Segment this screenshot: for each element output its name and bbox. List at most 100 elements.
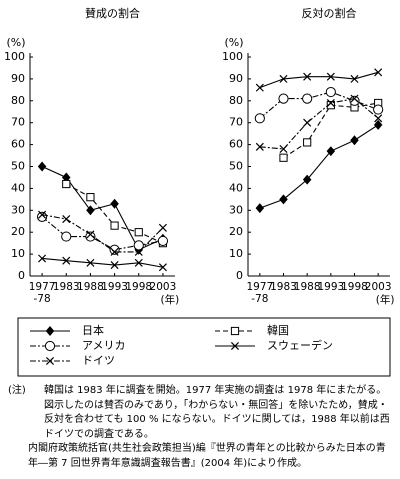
data-point — [62, 215, 71, 224]
data-point — [134, 247, 143, 256]
data-point — [38, 254, 47, 263]
y-tick-label: 70 — [229, 116, 243, 129]
y-axis-label: (%) — [6, 36, 25, 49]
data-point — [326, 146, 336, 157]
data-point — [134, 258, 143, 267]
data-point — [86, 205, 95, 216]
x-tick-label: 2003 — [364, 281, 392, 293]
y-tick-label: 50 — [11, 160, 25, 173]
data-point — [373, 119, 383, 130]
data-point — [350, 135, 359, 146]
data-point — [133, 240, 144, 251]
series-line — [42, 257, 164, 268]
data-point — [326, 72, 335, 81]
x-tick-label: 1993 — [101, 281, 128, 293]
y-tick-label: 30 — [11, 203, 25, 216]
data-point — [85, 231, 96, 242]
data-point — [374, 68, 383, 77]
note-line: 図示したのは賛否のみであり，「わからない・無回答」を除いたため，賛成・反対を合わ… — [44, 399, 390, 440]
data-point — [374, 114, 383, 123]
x-tick-label: 1988 — [293, 281, 321, 293]
data-point — [279, 144, 288, 154]
x-tick-label: 1977 -78 — [246, 281, 274, 305]
y-tick-label: 70 — [11, 116, 25, 129]
series-line — [259, 124, 379, 209]
y-tick-label: 20 — [229, 225, 243, 238]
legend-label: 韓国 — [267, 324, 289, 337]
data-point — [325, 86, 336, 98]
x-tick-label: 2003 — [149, 281, 177, 293]
legend-marker — [45, 356, 55, 366]
series-line — [65, 183, 164, 244]
y-tick-label: 40 — [11, 181, 25, 194]
data-point — [36, 211, 48, 222]
data-point — [303, 72, 312, 81]
series-line — [259, 98, 379, 150]
y-tick-label: 90 — [229, 72, 243, 85]
x-axis-unit: (年) — [160, 294, 180, 306]
data-point — [86, 258, 95, 267]
legend-label: アメリカ — [82, 339, 125, 352]
data-point — [302, 174, 312, 185]
x-tick-label: 1988 — [77, 281, 104, 293]
legend-marker — [230, 341, 240, 351]
series-line — [41, 216, 164, 251]
data-point — [158, 263, 167, 272]
data-point — [279, 194, 288, 205]
data-point — [110, 261, 119, 270]
y-tick-label: 60 — [229, 138, 243, 151]
x-tick-label: 1983 — [270, 281, 297, 293]
x-tick-label: 1977 -78 — [28, 281, 56, 305]
y-tick-label: 40 — [229, 181, 243, 194]
data-point — [62, 256, 71, 265]
series-line — [41, 165, 164, 251]
y-tick-label: 0 — [18, 269, 25, 282]
data-point — [255, 142, 264, 151]
y-tick-label: 10 — [11, 247, 25, 260]
x-tick-label: 1993 — [317, 281, 345, 293]
x-tick-label: 1983 — [52, 281, 80, 293]
y-tick-label: 10 — [229, 247, 243, 260]
legend-marker — [44, 340, 56, 352]
legend-label: ドイツ — [82, 354, 115, 367]
data-point — [157, 235, 169, 247]
data-point — [86, 193, 95, 202]
chart-title: 反対の割合 — [302, 6, 357, 20]
data-point — [61, 231, 72, 242]
y-tick-label: 100 — [4, 50, 25, 63]
legend-label: 日本 — [82, 323, 104, 337]
legend-box — [17, 317, 391, 377]
notes-label: (注) — [8, 385, 26, 396]
y-tick-label: 0 — [236, 269, 243, 282]
data-point — [326, 98, 335, 108]
data-point — [278, 93, 289, 104]
x-tick-label: 1998 — [125, 281, 153, 293]
data-point — [279, 74, 288, 83]
data-point — [303, 138, 312, 147]
data-point — [373, 104, 384, 115]
y-tick-label: 30 — [229, 203, 243, 216]
data-point — [86, 230, 95, 239]
x-tick-label: 1998 — [341, 281, 368, 293]
data-point — [109, 244, 120, 255]
legend-marker — [45, 326, 55, 336]
data-point — [62, 179, 71, 189]
data-point — [110, 198, 119, 209]
y-tick-label: 20 — [11, 225, 25, 238]
series-line — [259, 91, 379, 119]
data-point — [254, 113, 265, 124]
series-line — [41, 214, 164, 253]
chart-title: 賛成の割合 — [85, 6, 140, 20]
y-tick-label: 60 — [11, 138, 25, 151]
data-point — [37, 161, 47, 172]
x-axis-unit: (年) — [375, 294, 395, 306]
data-point — [303, 118, 312, 127]
data-point — [350, 94, 359, 103]
legend-label: スウェーデン — [267, 338, 333, 352]
note-line: 内閣府政策統括官(共生社会政策担当)編『世界の青年との比較からみた日本の青年―第… — [28, 443, 386, 469]
legend-marker — [230, 326, 240, 336]
y-axis-label: (%) — [224, 36, 243, 49]
data-point — [110, 247, 119, 256]
data-point — [134, 228, 143, 237]
